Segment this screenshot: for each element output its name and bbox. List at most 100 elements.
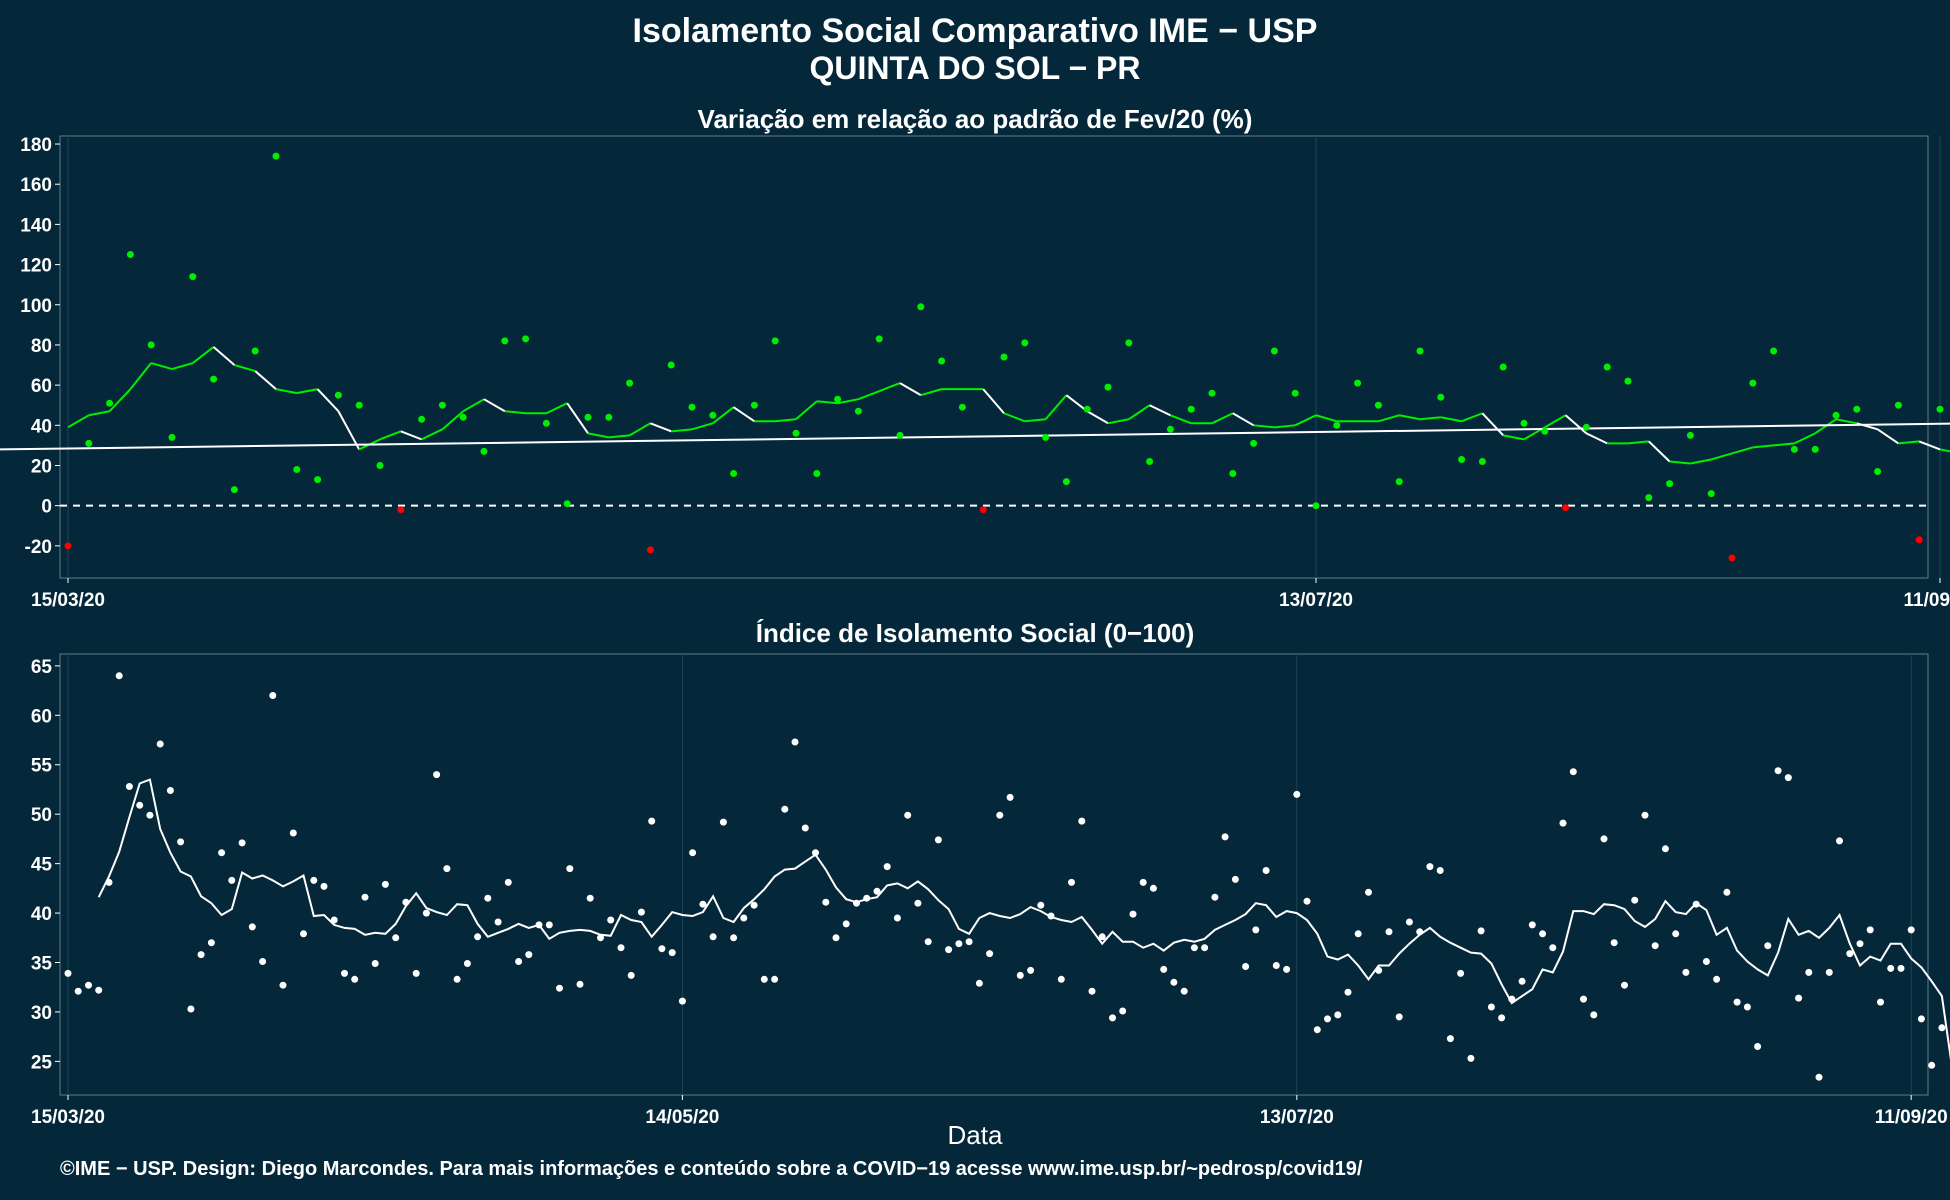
- data-point: [293, 466, 301, 473]
- data-point: [402, 898, 410, 906]
- data-point: [658, 945, 666, 953]
- variation-panel: 15/03/20 13/07/20 11/09/20 -20 0 20 40 60 80 100 1…: [0, 135, 1950, 611]
- trend-line-segment: [1627, 440, 1649, 445]
- trend-line-segment: [691, 422, 714, 431]
- data-point: [115, 672, 123, 680]
- data-point: [709, 933, 717, 941]
- trend-line-segment: [1793, 432, 1816, 445]
- data-point: [397, 506, 405, 514]
- y-tick-label: 25: [31, 1052, 53, 1073]
- data-point: [1006, 793, 1014, 801]
- data-point: [626, 379, 634, 387]
- data-point: [187, 1005, 195, 1013]
- data-point: [1508, 995, 1516, 1003]
- trend-line-segment: [1044, 394, 1068, 420]
- trend-line-segment: [1669, 460, 1691, 465]
- data-point: [938, 357, 946, 365]
- data-point: [1795, 994, 1803, 1002]
- y-tick-label: 140: [20, 215, 52, 236]
- data-point: [74, 987, 82, 995]
- panel-frame: [59, 135, 1929, 579]
- data-point: [586, 894, 594, 902]
- data-point: [771, 975, 779, 983]
- trend-line-segment: [171, 362, 194, 371]
- footer-credits: ©IME − USP. Design: Diego Marcondes. Par…: [60, 1158, 1363, 1180]
- data-point: [1692, 900, 1700, 908]
- trend-line-segment: [1232, 412, 1255, 427]
- data-point: [1242, 963, 1250, 970]
- data-point: [1743, 1003, 1751, 1011]
- data-point: [438, 401, 446, 409]
- data-point: [314, 476, 322, 484]
- data-point: [494, 918, 502, 926]
- trend-line-segment: [1752, 444, 1774, 449]
- data-point: [1068, 878, 1075, 886]
- data-point: [1894, 401, 1902, 409]
- data-point: [1333, 421, 1341, 429]
- x-tick-label: 13/07/20: [1260, 1107, 1334, 1128]
- trend-line-segment: [337, 410, 361, 450]
- data-point: [85, 439, 93, 447]
- trend-line-segment: [982, 388, 1005, 414]
- trend-line-segment: [129, 362, 152, 390]
- data-point: [1057, 975, 1065, 983]
- y-tick-label: 60: [31, 376, 52, 397]
- data-point: [1666, 480, 1674, 488]
- data-point: [1405, 918, 1413, 926]
- data-point: [750, 901, 758, 909]
- data-point: [272, 152, 280, 160]
- data-point: [1375, 966, 1383, 974]
- data-point: [1125, 339, 1133, 347]
- data-point: [64, 542, 72, 550]
- data-point: [904, 811, 912, 819]
- data-point: [1027, 966, 1035, 974]
- data-point: [854, 407, 862, 415]
- data-point: [1832, 411, 1840, 419]
- data-point: [1856, 940, 1864, 948]
- trend-line-segment: [1149, 404, 1171, 417]
- data-point: [975, 979, 983, 987]
- data-point: [418, 415, 426, 423]
- data-point: [813, 470, 821, 477]
- trend-line-segment: [400, 430, 422, 441]
- data-point: [218, 849, 226, 857]
- data-point: [1938, 1024, 1946, 1032]
- data-point: [1582, 423, 1590, 431]
- data-point: [934, 836, 942, 844]
- moving-average-line: [97, 778, 1950, 1060]
- y-tick-label: 40: [31, 904, 52, 925]
- data-point: [607, 916, 615, 924]
- data-point: [1621, 981, 1628, 989]
- data-point: [95, 986, 103, 994]
- trend-line-segment: [1898, 440, 1920, 445]
- data-point: [1559, 819, 1567, 827]
- data-point: [156, 740, 164, 748]
- data-point: [667, 361, 675, 369]
- data-point: [1252, 926, 1260, 934]
- data-point: [893, 914, 901, 922]
- y-tick-label: 45: [31, 855, 53, 876]
- x-tick-label: 11/09/20: [1875, 1107, 1948, 1128]
- data-point: [269, 692, 277, 699]
- x-tick-label: 15/03/20: [31, 590, 105, 611]
- trend-line-segment: [775, 418, 797, 423]
- data-point: [688, 403, 696, 411]
- y-tick-label: 160: [20, 175, 52, 196]
- trend-line-segment: [1274, 424, 1296, 429]
- data-point: [1569, 768, 1577, 776]
- chart-subtitle-location: QUINTA DO SOL − PR: [809, 50, 1141, 86]
- data-point: [1416, 347, 1424, 355]
- data-point: [1682, 968, 1690, 976]
- data-point: [443, 865, 451, 873]
- trend-line-segment: [650, 422, 672, 433]
- trend-line-segment: [1918, 440, 1941, 451]
- data-point: [1221, 833, 1229, 841]
- trend-line-segment: [192, 346, 215, 364]
- trend-line-segment: [504, 410, 526, 415]
- data-point: [1426, 863, 1434, 871]
- data-point: [168, 433, 176, 441]
- trend-line-segment: [566, 402, 589, 434]
- data-point: [1528, 921, 1536, 929]
- trend-line-segment: [1461, 412, 1483, 423]
